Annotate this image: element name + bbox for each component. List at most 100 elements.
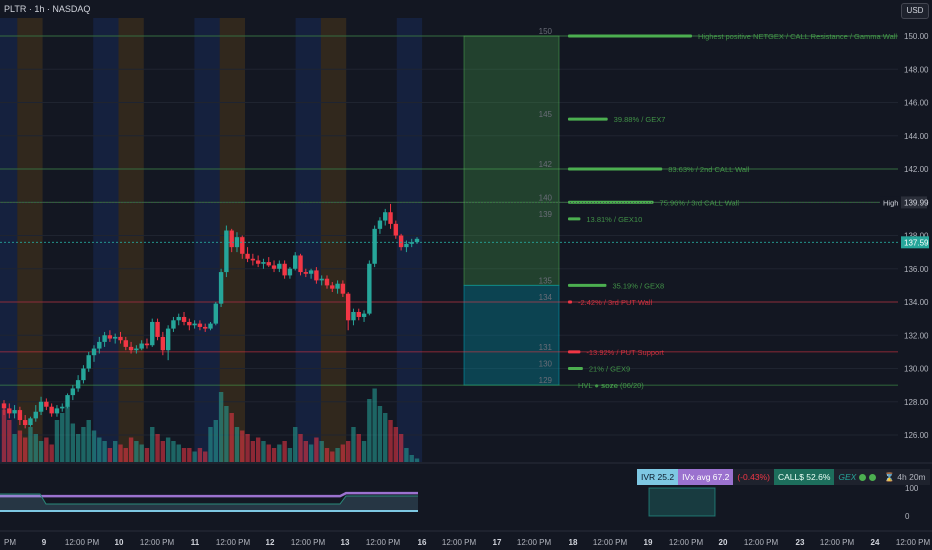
volume-bar bbox=[335, 448, 340, 462]
time-tick-label: 18 bbox=[569, 538, 578, 547]
time-tick-label: 12:00 PM bbox=[442, 538, 477, 547]
volume-bar bbox=[250, 441, 256, 462]
volume-bar bbox=[388, 420, 393, 462]
gex-level-tag: 142 bbox=[539, 160, 553, 169]
candle-body bbox=[7, 408, 12, 414]
candle-body bbox=[139, 343, 144, 349]
candle-body bbox=[319, 278, 324, 281]
candle-body bbox=[213, 303, 218, 324]
volume-bar bbox=[139, 444, 144, 462]
candle-body bbox=[218, 272, 224, 304]
gex-level-tag: 135 bbox=[539, 276, 553, 285]
volume-bar bbox=[287, 448, 293, 462]
candle-body bbox=[144, 343, 150, 346]
volume-bar bbox=[49, 444, 54, 462]
volume-bar bbox=[351, 427, 356, 462]
time-tick-label: 12:00 PM bbox=[593, 538, 628, 547]
candle-body bbox=[54, 408, 60, 414]
volume-bar bbox=[372, 388, 377, 462]
volume-bar bbox=[75, 434, 81, 462]
gex-level-label: 13.81% / GEX10 bbox=[586, 215, 642, 224]
symbol-label: PLTR · 1h · NASDAQ bbox=[4, 4, 91, 14]
price-axis bbox=[898, 0, 932, 550]
gex-level-label: 83.63% / 2nd CALL Wall bbox=[668, 165, 749, 174]
volume-bar bbox=[261, 441, 266, 462]
volume-bar bbox=[28, 427, 33, 462]
volume-bar bbox=[128, 437, 134, 462]
candle-body bbox=[17, 410, 23, 421]
volume-bar bbox=[324, 448, 330, 462]
candle-body bbox=[414, 238, 420, 243]
volume-bar bbox=[102, 441, 107, 462]
candle-body bbox=[28, 418, 33, 426]
volume-bar bbox=[367, 399, 372, 462]
candle-body bbox=[383, 212, 388, 221]
session-band bbox=[346, 18, 371, 462]
candle-body bbox=[12, 410, 17, 414]
candle-body bbox=[303, 272, 309, 274]
time-tick-label: 12:00 PM bbox=[517, 538, 552, 547]
candle-body bbox=[271, 265, 277, 269]
gex-level-tag: 140 bbox=[539, 193, 553, 202]
volume-bar bbox=[150, 427, 155, 462]
volume-bar bbox=[224, 406, 229, 462]
time-tick-label: 9 bbox=[42, 538, 47, 547]
volume-bar bbox=[38, 441, 44, 462]
candle-body bbox=[345, 293, 351, 321]
candle-body bbox=[176, 316, 181, 321]
gex-level-bar bbox=[568, 283, 607, 287]
gex-level-tag: 130 bbox=[539, 360, 553, 369]
candle-body bbox=[224, 230, 229, 273]
time-tick-label: 12:00 PM bbox=[216, 538, 251, 547]
candle-body bbox=[86, 355, 91, 369]
candle-body bbox=[229, 230, 234, 248]
session-band bbox=[68, 18, 93, 462]
candle-body bbox=[377, 220, 383, 229]
session-band bbox=[245, 18, 270, 462]
volume-bar bbox=[340, 444, 346, 462]
last-price-bg bbox=[901, 236, 929, 249]
volume-bar bbox=[409, 455, 414, 462]
volume-bar bbox=[44, 437, 49, 462]
volume-bar bbox=[234, 427, 240, 462]
candle-body bbox=[91, 348, 97, 356]
volume-bar bbox=[192, 451, 197, 462]
volume-bar bbox=[218, 392, 224, 462]
gex-level-bar bbox=[568, 367, 583, 370]
price-tick-label: 130.00 bbox=[904, 365, 929, 374]
time-tick-label: 12:00 PM bbox=[366, 538, 401, 547]
candle-body bbox=[388, 212, 393, 224]
candle-body bbox=[165, 328, 171, 351]
candle-body bbox=[65, 395, 70, 407]
currency-button[interactable]: USD bbox=[901, 3, 929, 19]
price-tick-label: 144.00 bbox=[904, 132, 929, 141]
call-pct-badge: CALL$ 52.6% bbox=[773, 469, 835, 485]
candle-body bbox=[314, 270, 319, 281]
gex-badge: GEX bbox=[834, 469, 881, 485]
gex-level-label: HVL ● 𝐬𝐨𝐳𝐞 (06/20) bbox=[578, 381, 644, 390]
volume-bar bbox=[255, 437, 261, 462]
time-tick-label: 12:00 PM bbox=[291, 538, 326, 547]
gex-level-bar bbox=[568, 217, 581, 221]
volume-bar bbox=[176, 444, 181, 462]
candle-body bbox=[134, 348, 139, 351]
session-band bbox=[194, 18, 220, 462]
high-value-label: 139.99 bbox=[904, 198, 929, 207]
volume-bar bbox=[123, 448, 128, 462]
candle-body bbox=[250, 258, 256, 261]
candle-body bbox=[340, 283, 346, 294]
iv-avg-badge: IVx avg 67.2 bbox=[678, 469, 734, 485]
gex-level-bar bbox=[568, 200, 654, 204]
candle-body bbox=[102, 335, 107, 342]
candle-body bbox=[150, 321, 155, 346]
volume-bar bbox=[107, 448, 113, 462]
candle-body bbox=[293, 255, 298, 269]
time-tick-label: 12:00 PM bbox=[820, 538, 855, 547]
gex-dot-icon-2 bbox=[869, 474, 877, 482]
time-tick-label: 16 bbox=[418, 538, 427, 547]
volume-bar bbox=[277, 444, 282, 462]
candle-body bbox=[266, 262, 271, 266]
time-tick-label: 12:00 PM bbox=[744, 538, 779, 547]
gex-level-label: Highest positive NETGEX / CALL Resistanc… bbox=[698, 32, 897, 41]
